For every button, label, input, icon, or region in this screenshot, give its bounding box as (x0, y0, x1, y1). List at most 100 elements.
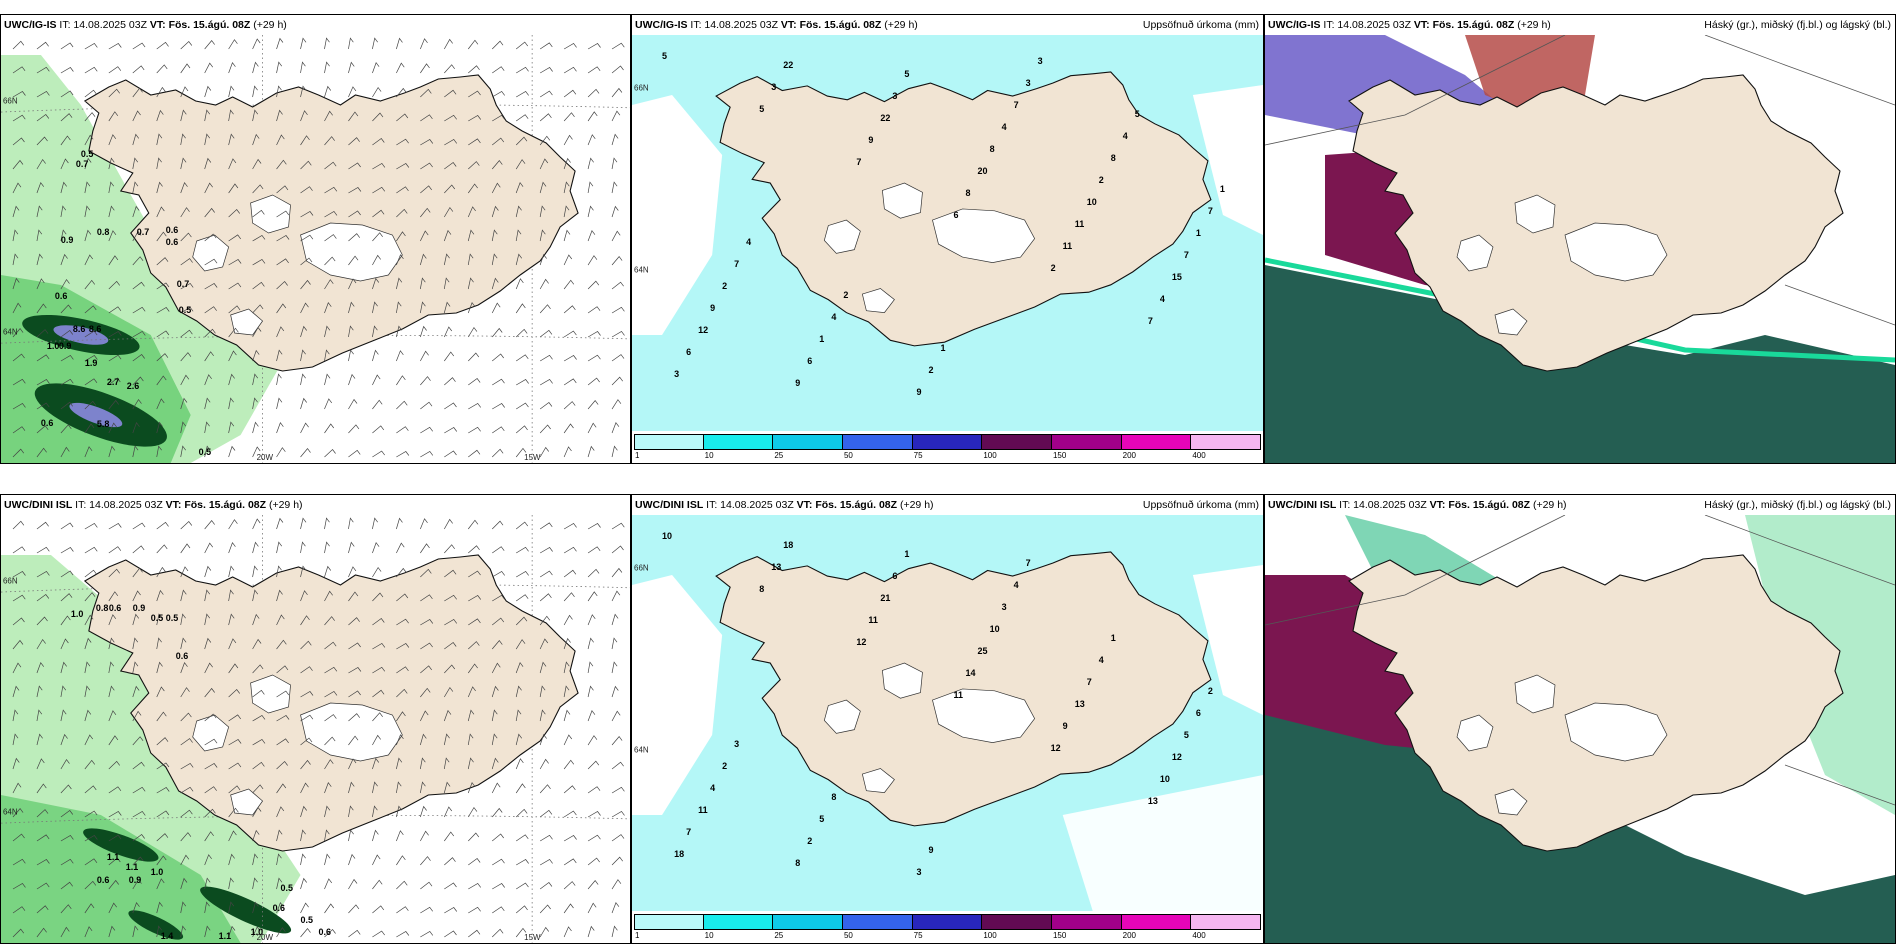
precip-value-label: 7 (1026, 558, 1031, 568)
wind-barb (132, 354, 145, 362)
wind-barb (587, 902, 597, 914)
valid-time-label: VT: (1429, 499, 1446, 511)
wind-barb (563, 685, 570, 698)
wind-barb (252, 209, 265, 218)
wind-barb (563, 42, 577, 50)
precip-value-label: 4 (1099, 655, 1104, 665)
wind-barb (60, 158, 69, 170)
wind-barb (539, 638, 549, 650)
wind-barb (276, 349, 283, 362)
wind-barb (491, 709, 498, 722)
wind-barb (84, 89, 97, 98)
wind-barb (468, 138, 481, 146)
wind-value-label: 0.6 (318, 927, 330, 937)
wind-barb (348, 929, 361, 938)
wind-barb (563, 810, 577, 818)
cloud-map[interactable] (1265, 515, 1895, 943)
wind-barb (515, 709, 522, 722)
wind-barb (204, 763, 218, 770)
wind-barb (611, 133, 619, 146)
wind-barb (156, 521, 169, 530)
wind-barb (276, 421, 284, 434)
wind-barb (611, 685, 619, 698)
issue-time: IT: 14.08.2025 03Z (1323, 19, 1411, 31)
wind-barb (252, 85, 258, 98)
lon-label-15w: 15W (524, 933, 541, 942)
wind-barb (300, 829, 306, 842)
wind-barb (228, 762, 242, 770)
valid-time: Fös. 15.ágú. 08Z (799, 19, 882, 31)
wind-barb (348, 278, 357, 290)
wind-barb (252, 397, 258, 410)
wind-barb (611, 925, 618, 938)
wind-barb (420, 518, 428, 530)
wind-barb (204, 40, 215, 50)
wind-map[interactable]: 1.0 0.8 0.6 0.9 0.5 0.5 0.6 1.1 1.1 0.9 1.0 0.6 0.5 0… (1, 515, 630, 943)
wind-barb (252, 518, 261, 530)
wind-barb (587, 66, 601, 74)
wind-barb (204, 328, 216, 338)
wind-barb (611, 230, 621, 242)
glacier (1494, 788, 1528, 816)
wind-barb (84, 858, 98, 866)
wind-barb (492, 137, 505, 146)
wind-barb (60, 205, 67, 218)
wind-barb (420, 88, 432, 98)
wind-barb (204, 182, 213, 194)
no-precip-area (632, 95, 723, 335)
wind-barb (180, 86, 189, 98)
wind-barb (60, 522, 74, 530)
wind-barb (84, 305, 97, 314)
wind-barb (348, 829, 354, 842)
wind-barb (467, 519, 479, 530)
wind-barb (324, 517, 330, 530)
wind-barb (252, 446, 261, 458)
wind-barb (300, 902, 309, 914)
wind-barb (84, 330, 98, 338)
precip-value-label: 12 (856, 637, 866, 647)
wind-barb (420, 665, 432, 674)
precip-map[interactable]: 10 8 12 11 12 13 18 13 11 14 9 10 7 18 21 25 13 12 11 8 6 10 7… (632, 515, 1263, 911)
wind-barb (180, 712, 192, 722)
precip-value-label: 3 (1002, 602, 1007, 612)
wind-barb (539, 278, 549, 290)
wind-barb (563, 229, 571, 242)
wind-barb (60, 881, 73, 890)
wind-barb (587, 280, 600, 290)
wind-barb (468, 570, 481, 578)
precip-value-label: 1 (1111, 633, 1116, 643)
wind-barb (348, 758, 357, 770)
colorbar-swatch (982, 914, 1052, 930)
wind-barb (539, 661, 547, 674)
wind-barb (60, 858, 74, 866)
wind-barb (180, 637, 187, 650)
wind-barb (563, 903, 574, 914)
wind-barb (12, 617, 25, 626)
wind-barb (300, 691, 314, 698)
precip-map[interactable]: 5 5 7 6 2 7 3 3 9 8 11 4 6 22 22 20 11 15 12 9 3 8 10 7 9 6 5 4 2 1 2 1… (632, 35, 1263, 431)
wind-barb (84, 378, 98, 386)
wind-barb (108, 591, 119, 602)
colorbar-swatch (1052, 434, 1122, 450)
wind-barb (228, 853, 235, 866)
cloud-map[interactable] (1265, 35, 1895, 463)
lead-time: (+29 h) (884, 19, 918, 31)
colorbar-swatch (1121, 914, 1192, 930)
precip-value-label: 7 (1208, 206, 1213, 216)
precip-value-label: 15 (1172, 272, 1182, 282)
wind-barb (587, 331, 601, 338)
wind-barb (420, 543, 430, 554)
wind-barb (36, 661, 45, 674)
wind-barb (204, 109, 211, 122)
wind-barb (539, 158, 549, 170)
wind-barb (84, 685, 91, 698)
wind-map[interactable]: 0.5 0.7 0.8 0.9 0.7 0.6 0.6 0.7 0.5 0.6 8.6 8.6 1.0 0… (1, 35, 630, 463)
wind-barb (156, 421, 163, 434)
wind-barb (467, 781, 476, 794)
wind-barb (180, 258, 193, 266)
wind-barb (396, 643, 410, 650)
wind-barb (276, 901, 284, 914)
wind-barb (180, 809, 193, 818)
wind-barb (132, 925, 139, 938)
wind-barb (587, 134, 596, 146)
